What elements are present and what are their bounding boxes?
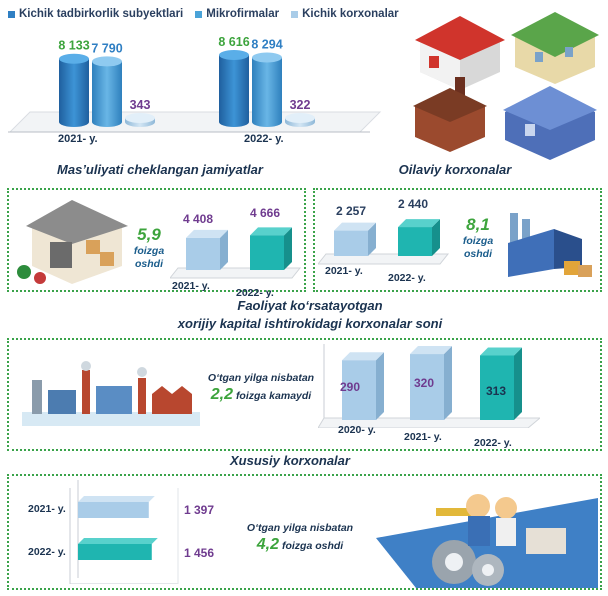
- xususiy-bar-1: [78, 538, 158, 560]
- mchj-change-text: foizga oshdi: [133, 245, 165, 271]
- mchj-bar-0: [186, 229, 228, 270]
- xorijiy-panel: [7, 338, 602, 451]
- xorijiy-change-prefix: O‘tgan yilga nisbatan: [207, 372, 315, 384]
- top-bar-0-2: [125, 113, 155, 127]
- oilaviy-value-2021: 2 257: [336, 204, 367, 218]
- top-bar-1-0: [219, 49, 249, 127]
- xorijiy-value-2020: 290: [340, 380, 361, 394]
- oilaviy-value-2022: 2 440: [398, 197, 429, 211]
- mchj-bar-chart: [170, 227, 302, 279]
- xususiy-change-text: foizga oshdi: [281, 540, 344, 553]
- xususiy-change-value: 4,2: [256, 536, 280, 554]
- xorijiy-bar-0: [342, 352, 384, 420]
- top-value-label-1-0: 8 616: [218, 35, 249, 49]
- legend-item-kichik-korxonalar: Kichik korxonalar: [291, 8, 399, 20]
- xorijiy-value-2021: 320: [414, 376, 435, 390]
- xorijiy-title: Faoliyat ko‘rsatayotgan xorijiy kapital …: [150, 297, 470, 332]
- legend-swatch-dark-blue: [8, 10, 15, 18]
- top-bar-0-1: [92, 56, 122, 127]
- oilaviy-x-label-2021: 2021- y.: [325, 265, 363, 277]
- mchj-value-2021: 4 408: [183, 212, 214, 226]
- warehouse-illustration: [17, 200, 128, 284]
- oilaviy-change-note: 8,1 foizga oshdi: [453, 214, 503, 262]
- mchj-panel: [7, 188, 306, 292]
- top-x-label-2022: 2022- y.: [244, 133, 284, 145]
- factory-buildings-illustration: [413, 12, 599, 160]
- top-x-label-2021: 2021- y.: [58, 133, 98, 145]
- xususiy-panel: [7, 474, 602, 590]
- xususiy-value-2022: 1 456: [184, 546, 215, 560]
- legend-label: Kichik korxonalar: [302, 8, 399, 20]
- mchj-change-note: 5,9 foizga oshdi: [124, 224, 174, 272]
- xususiy-bar-0: [78, 496, 155, 518]
- oilaviy-panel: [313, 188, 602, 292]
- top-chart-legend: Kichik tadbirkorlik subyektlari Mikrofir…: [8, 8, 399, 20]
- xorijiy-title-line1: Faoliyat ko‘rsatayotgan: [237, 298, 383, 313]
- xususiy-y-label-2021: 2021- y.: [28, 503, 66, 515]
- legend-label: Mikrofirmalar: [206, 8, 280, 20]
- top-bar-1-1: [252, 52, 282, 127]
- factory-delivery-illustration: [508, 213, 592, 277]
- xususiy-change-prefix: O‘tgan yilga nisbatan: [246, 522, 354, 534]
- mchj-change-value: 5,9: [137, 225, 161, 244]
- xorijiy-x-label-2021: 2021- y.: [404, 431, 442, 443]
- industrial-city-illustration: [22, 361, 200, 426]
- oilaviy-bar-chart: [318, 219, 450, 265]
- oilaviy-bar-1: [398, 219, 440, 256]
- xususiy-change-note: O‘tgan yilga nisbatan 4,2 foizga oshdi: [238, 522, 362, 555]
- xorijiy-change-note: O‘tgan yilga nisbatan 2,2 foizga kamaydi: [196, 372, 326, 405]
- xususiy-y-label-2022: 2022- y.: [28, 546, 66, 558]
- xorijiy-title-line2: xorijiy kapital ishtirokidagi korxonalar…: [177, 315, 443, 331]
- top-value-label-0-0: 8 133: [58, 39, 89, 53]
- mchj-title: Mas’uliyati cheklangan jamiyatlar: [57, 162, 263, 177]
- mchj-bar-1: [250, 227, 292, 270]
- oilaviy-change-value: 8,1: [466, 215, 490, 234]
- oilaviy-title: Oilaviy korxonalar: [398, 162, 512, 177]
- legend-item-subyektlar: Kichik tadbirkorlik subyektlari: [8, 8, 183, 20]
- legend-swatch-light-blue: [291, 10, 299, 18]
- oilaviy-bar-0: [334, 222, 376, 256]
- xususiy-value-2021: 1 397: [184, 503, 215, 517]
- top-value-label-0-2: 343: [130, 98, 151, 112]
- mchj-x-label-2021: 2021- y.: [172, 280, 210, 292]
- xususiy-title: Xususiy korxonalar: [230, 453, 350, 468]
- top-bar-0-0: [59, 53, 89, 127]
- xorijiy-bar-1: [410, 346, 452, 420]
- xususiy-bar-chart: [69, 480, 179, 584]
- xorijiy-bar-2: [480, 347, 522, 420]
- xorijiy-x-label-2022: 2022- y.: [474, 437, 512, 449]
- top-bar-1-2: [285, 113, 315, 127]
- legend-label: Kichik tadbirkorlik subyektlari: [19, 8, 184, 20]
- workers-gears-illustration: [376, 494, 598, 588]
- top-value-label-0-1: 7 790: [91, 41, 122, 55]
- xorijiy-change-value: 2,2: [210, 386, 234, 404]
- xorijiy-value-2022: 313: [486, 384, 507, 398]
- xorijiy-bar-chart: [318, 344, 540, 428]
- legend-item-mikrofirmalar: Mikrofirmalar: [195, 8, 279, 20]
- top-bar-chart: 8 133 7 790 343 8 616 8 294 322: [8, 35, 382, 133]
- xorijiy-change-text: foizga kamaydi: [235, 390, 312, 403]
- xorijiy-x-label-2020: 2020- y.: [338, 424, 376, 436]
- oilaviy-change-text: foizga oshdi: [462, 235, 494, 261]
- mchj-value-2022: 4 666: [250, 206, 281, 220]
- top-value-label-1-2: 322: [290, 98, 311, 112]
- mchj-x-label-2022: 2022- y.: [236, 287, 274, 299]
- top-value-label-1-1: 8 294: [251, 37, 282, 51]
- legend-swatch-mid-blue: [195, 10, 203, 18]
- oilaviy-x-label-2022: 2022- y.: [388, 272, 426, 284]
